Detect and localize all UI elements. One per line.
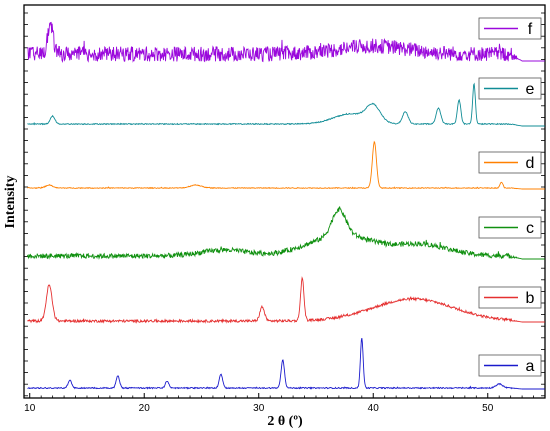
series-f-line bbox=[27, 21, 545, 64]
y-axis-title: Intensity bbox=[3, 176, 18, 229]
x-tick-label: 40 bbox=[368, 403, 380, 414]
series-a-line bbox=[27, 337, 545, 390]
legend-item-a: a bbox=[478, 354, 542, 377]
legend-item-d: d bbox=[478, 151, 542, 174]
series-b-line bbox=[27, 276, 545, 324]
x-tick-label: 50 bbox=[482, 403, 494, 414]
legend-item-e: e bbox=[478, 77, 542, 100]
x-axis-title: 2 θ (º) bbox=[267, 414, 303, 429]
series-c-line bbox=[27, 205, 545, 260]
plot-frame bbox=[23, 4, 546, 399]
legend-label: c bbox=[526, 220, 534, 237]
x-tick-label: 20 bbox=[139, 403, 151, 414]
x-axis: 10 20 30 40 50 bbox=[24, 393, 534, 414]
legend-label: f bbox=[528, 21, 533, 38]
legend-label: e bbox=[526, 81, 535, 98]
legend-item-f: f bbox=[478, 17, 542, 40]
x-tick-label: 30 bbox=[253, 403, 265, 414]
x-tick-label: 10 bbox=[24, 403, 36, 414]
series-d-line bbox=[27, 140, 545, 190]
legend-item-b: b bbox=[478, 286, 542, 309]
axis-minor-ticks bbox=[24, 12, 545, 397]
series-layer bbox=[27, 21, 545, 390]
legend-label: a bbox=[526, 358, 535, 375]
legend-item-c: c bbox=[478, 216, 542, 239]
legend-label: b bbox=[526, 290, 535, 307]
legend-label: d bbox=[526, 155, 535, 172]
series-e-line bbox=[27, 82, 545, 127]
legend-layer: a b c d e f bbox=[478, 17, 542, 377]
